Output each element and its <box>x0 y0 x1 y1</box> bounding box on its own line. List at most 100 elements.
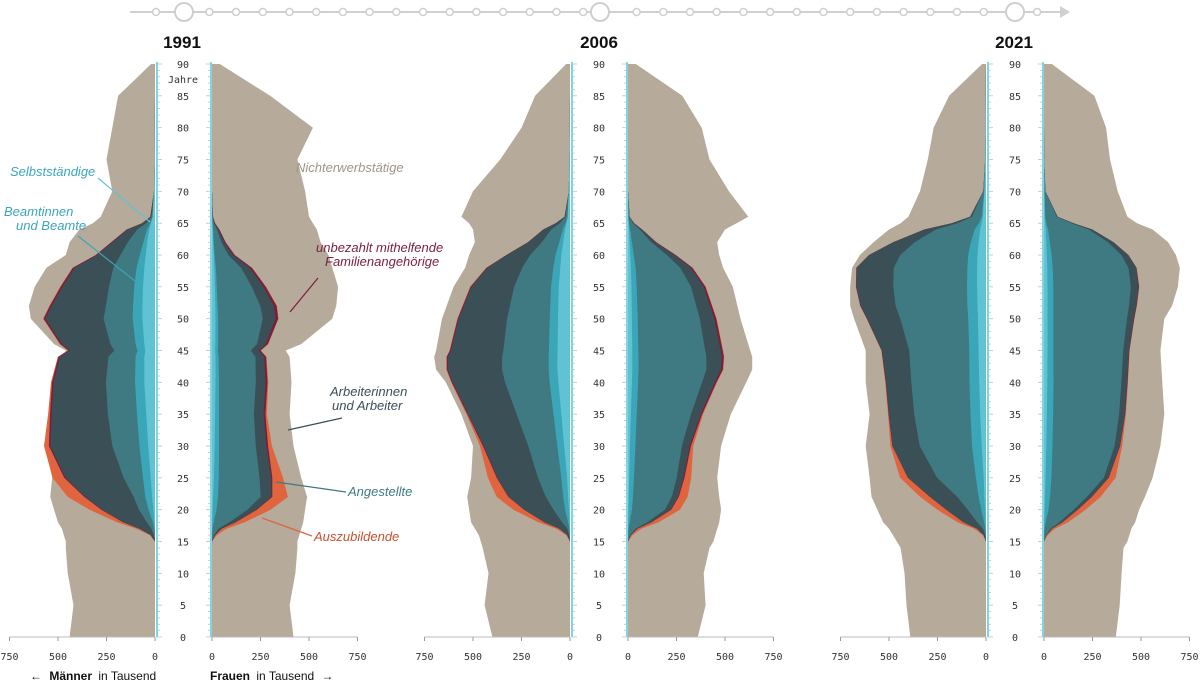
y-tick-label-55: 55 <box>593 283 605 294</box>
y-tick-label-70: 70 <box>593 187 605 198</box>
y-tick-label-75: 75 <box>1009 156 1021 167</box>
label-beamte-1: Beamtinnen <box>4 204 73 219</box>
y-tick-label-30: 30 <box>177 442 189 453</box>
y-tick-label-10: 10 <box>593 569 605 580</box>
timeline-dot <box>979 7 988 17</box>
area-selbststaendige-men-2021 <box>977 64 986 637</box>
label-nichterwerb: Nichterwerbstätige <box>296 160 404 175</box>
y-tick-label-55: 55 <box>177 283 189 294</box>
women-x-tick-label-0: 0 <box>209 652 215 663</box>
y-tick-label-55: 55 <box>1009 283 1021 294</box>
area-beamte-women-2006 <box>628 64 639 637</box>
y-tick-label-35: 35 <box>177 410 189 421</box>
y-tick-label-35: 35 <box>1009 410 1021 421</box>
panel-year-2006: 2006 <box>580 33 618 52</box>
timeline-dot <box>899 7 908 17</box>
women-x-tick-label-250: 250 <box>667 652 685 663</box>
women-x-tick-label-250: 250 <box>1083 652 1101 663</box>
timeline-dot <box>632 7 641 17</box>
y-tick-label-50: 50 <box>177 315 189 326</box>
label-familie-2: Familienangehörige <box>325 254 439 269</box>
timeline-dot <box>845 7 855 17</box>
label-beamte-2: und Beamte <box>16 218 86 233</box>
y-tick-label-75: 75 <box>593 156 605 167</box>
men-x-tick-label-250: 250 <box>928 652 946 663</box>
men-x-tick-label-500: 500 <box>49 652 67 663</box>
timeline-dot <box>685 7 695 17</box>
timeline-year-marker-2021 <box>1005 2 1025 22</box>
men-x-tick-label-0: 0 <box>983 652 989 663</box>
timeline-dot <box>765 7 775 17</box>
women-x-tick-label-750: 750 <box>764 652 782 663</box>
timeline-dot <box>792 7 802 17</box>
timeline-dot <box>498 7 508 17</box>
area-beamte-men-1991 <box>132 64 155 637</box>
y-tick-label-65: 65 <box>177 219 189 230</box>
y-tick-label-45: 45 <box>1009 347 1021 358</box>
timeline-dot <box>311 7 321 17</box>
label-arbeiter-2: und Arbeiter <box>332 398 403 413</box>
timeline-dot <box>659 7 668 17</box>
women-label: Frauen <box>210 669 250 683</box>
men-x-tick-label-750: 750 <box>831 652 849 663</box>
panel-2021: 0 5 10 15 20 25 30 35 40 45 50 55 60 65 70 75 80 85 90 0 0 25… <box>831 60 1198 663</box>
area-selbststaendige-women-2021 <box>1044 64 1048 637</box>
women-x-tick-label-750: 750 <box>348 652 366 663</box>
y-tick-label-0: 0 <box>596 633 602 644</box>
area-angestellte-women-2021 <box>1044 64 1131 637</box>
y-tick-label-30: 30 <box>593 442 605 453</box>
y-tick-label-0: 0 <box>1012 633 1018 644</box>
timeline-dot <box>285 7 294 17</box>
men-x-tick-label-250: 250 <box>97 652 115 663</box>
y-tick-label-25: 25 <box>177 474 189 485</box>
area-selbststaendige-women-2006 <box>628 64 633 637</box>
women-x-tick-label-500: 500 <box>1132 652 1150 663</box>
women-x-tick-label-500: 500 <box>300 652 318 663</box>
y-tick-label-5: 5 <box>596 601 602 612</box>
men-x-tick-label-750: 750 <box>0 652 18 663</box>
timeline-dot <box>418 7 428 17</box>
women-x-tick-label-0: 0 <box>625 652 631 663</box>
y-tick-label-40: 40 <box>593 378 605 389</box>
left-arrow: ← <box>30 669 42 683</box>
y-tick-label-35: 35 <box>593 410 605 421</box>
y-tick-label-90: 90 <box>177 60 189 71</box>
right-arrow: → <box>322 669 334 683</box>
women-x-tick-label-500: 500 <box>716 652 734 663</box>
y-unit-label: Jahre <box>168 75 198 86</box>
area-angestellte-men-2021 <box>893 64 986 637</box>
panel-1991: 0 5 10 15 20 25 30 35 40 45 50 55 60 65 70 75 80 85 90 0 0 25… <box>0 60 366 663</box>
y-tick-label-60: 60 <box>1009 251 1021 262</box>
y-tick-label-5: 5 <box>180 601 186 612</box>
area-angestellte-women-1991 <box>212 64 263 637</box>
timeline-dot <box>819 7 828 17</box>
timeline-dot <box>205 7 214 17</box>
leader-nichterwerb <box>269 171 293 187</box>
area-angestellte-men-1991 <box>103 64 155 637</box>
y-tick-label-70: 70 <box>1009 187 1021 198</box>
women-axis-note: Frauen in Tausend → <box>210 669 334 683</box>
timeline-dot <box>151 7 161 17</box>
y-tick-label-40: 40 <box>177 378 189 389</box>
label-familie-1: unbezahlt mithelfende <box>316 240 443 255</box>
y-tick-label-75: 75 <box>177 156 189 167</box>
timeline-arrowhead <box>1060 6 1070 18</box>
label-azubi: Auszubildende <box>313 529 399 544</box>
leader-selbststaendige <box>97 177 151 223</box>
y-tick-label-0: 0 <box>180 633 186 644</box>
y-tick-label-10: 10 <box>1009 569 1021 580</box>
women-x-tick-label-750: 750 <box>1180 652 1198 663</box>
women-x-tick-label-0: 0 <box>1041 652 1047 663</box>
women-unit: in Tausend <box>256 669 314 683</box>
men-x-tick-label-0: 0 <box>152 652 158 663</box>
y-tick-label-15: 15 <box>1009 538 1021 549</box>
area-selbststaendige-women-1991 <box>212 64 216 637</box>
y-tick-label-70: 70 <box>177 187 189 198</box>
axis-notes: ← Männer in Tausend Frauen in Tausend → <box>30 669 334 683</box>
area-angestellte-men-2006 <box>502 64 570 637</box>
y-tick-label-65: 65 <box>1009 219 1021 230</box>
y-tick-label-10: 10 <box>177 569 189 580</box>
timeline-dot <box>712 7 721 17</box>
